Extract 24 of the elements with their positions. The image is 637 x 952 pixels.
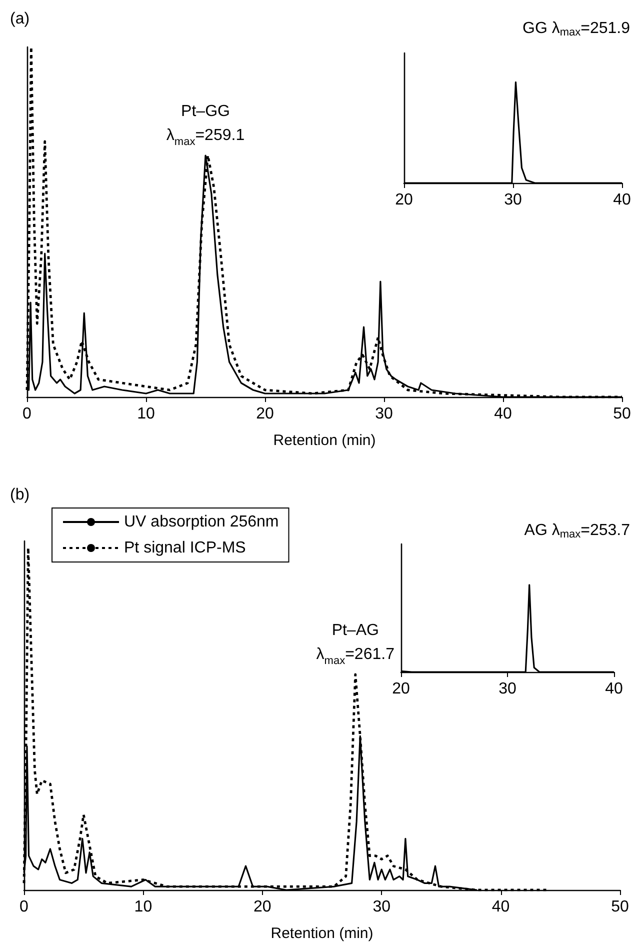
x-tick-label: 40 bbox=[494, 406, 512, 422]
x-axis-title: Retention (min) bbox=[270, 925, 374, 942]
x-tick-label: 20 bbox=[395, 192, 413, 208]
x-tick-label: 30 bbox=[498, 680, 516, 698]
x-tick-label: 20 bbox=[392, 680, 410, 698]
chart-title: (b) bbox=[10, 486, 30, 504]
x-tick-label: 50 bbox=[613, 406, 631, 422]
x-tick-label: 40 bbox=[613, 192, 631, 208]
x-tick-label: 10 bbox=[137, 406, 155, 422]
x-tick-label: 50 bbox=[611, 898, 629, 916]
x-tick-label: 40 bbox=[605, 680, 623, 698]
legend-label: UV absorption 256nm bbox=[124, 514, 279, 530]
x-tick-label: 10 bbox=[134, 898, 152, 916]
legend-label: Pt signal ICP-MS bbox=[124, 540, 246, 556]
x-tick-label: 40 bbox=[492, 898, 510, 916]
x-tick-label: 30 bbox=[372, 898, 391, 916]
x-tick-label: 20 bbox=[256, 406, 274, 422]
x-tick-label: 0 bbox=[20, 898, 29, 916]
chart-title: (a) bbox=[10, 10, 30, 28]
x-tick-label: 0 bbox=[22, 406, 32, 422]
x-tick-label: 20 bbox=[254, 898, 272, 916]
x-tick-label: 30 bbox=[504, 192, 522, 208]
x-axis-title: Retention (min) bbox=[273, 432, 376, 449]
x-tick-label: 30 bbox=[375, 406, 393, 422]
